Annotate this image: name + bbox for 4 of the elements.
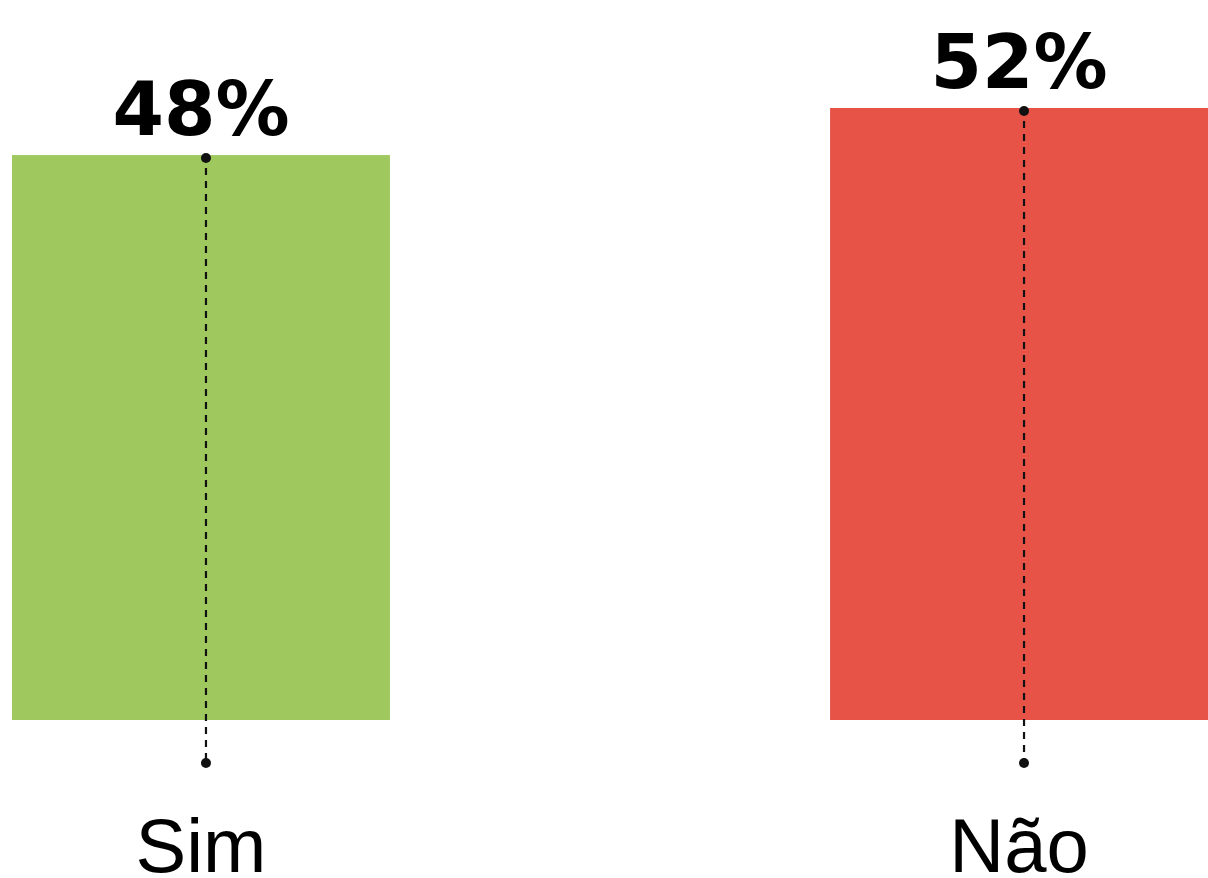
data-label: 48% xyxy=(112,66,290,153)
x-tick-label: Sim xyxy=(135,803,267,878)
data-label: 52% xyxy=(930,19,1108,105)
x-tick-label: Não xyxy=(949,803,1089,878)
